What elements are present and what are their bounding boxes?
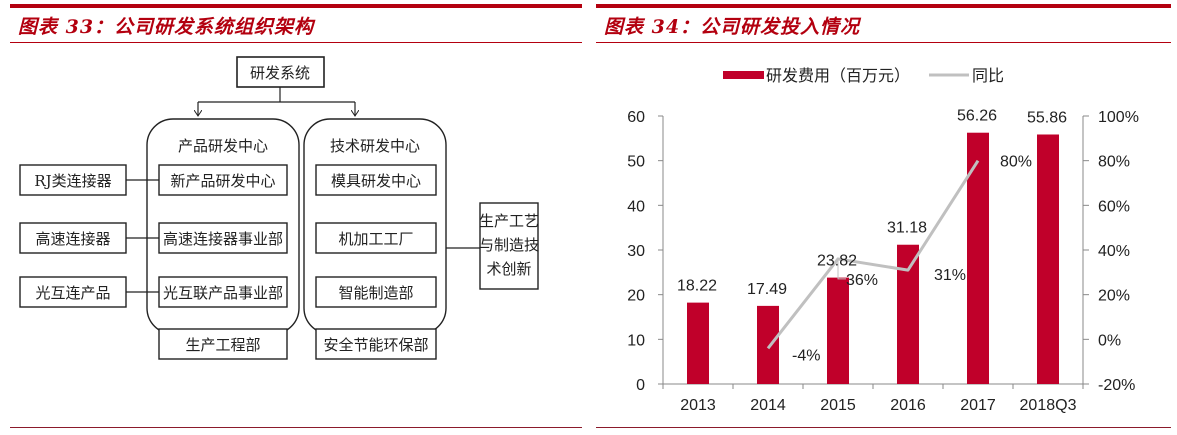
svg-text:高速连接器事业部: 高速连接器事业部 [163, 230, 283, 248]
bar [897, 244, 919, 384]
right-axis-tick-label: 0% [1098, 332, 1121, 349]
legend-bar-label: 研发费用（百万元） [766, 67, 910, 85]
chart-axes: 0 10 20 30 40 50 60 -20% 0% 20% 40% 60% 80% 100% 2013 2… [627, 109, 1139, 414]
bar [827, 277, 849, 384]
svg-text:与制造技: 与制造技 [479, 236, 539, 254]
left-axis-tick-label: 20 [627, 288, 645, 305]
title-rule [596, 42, 1171, 43]
figure-33-title: 图表 33：公司研发系统组织架构 [18, 16, 315, 38]
bottom-rule [10, 427, 582, 428]
legend-line-label: 同比 [972, 67, 1004, 85]
x-axis-tick-label: 2018Q3 [1020, 397, 1077, 414]
chart-legend: 研发费用（百万元） 同比 [723, 67, 1004, 85]
bar [967, 132, 989, 384]
rd-spending-chart: 研发费用（百万元） 同比 0 10 20 30 40 50 60 -20% 0% 20% 40% 60… [627, 67, 1139, 414]
chart-data-labels: 18.22 17.49 23.82 31.18 56.26 55.86 -4% 36% 31% 8… [677, 108, 1067, 365]
svg-text:机加工工厂: 机加工工厂 [338, 230, 413, 248]
title-rule [10, 42, 582, 43]
org-root-node: 研发系统 [236, 56, 325, 88]
left-axis-tick-label: 40 [627, 198, 645, 215]
right-axis-tick-label: 20% [1098, 288, 1130, 305]
chart-bars [687, 132, 1059, 384]
right-axis-tick-label: 60% [1098, 198, 1130, 215]
x-axis-tick-label: 2016 [890, 397, 926, 414]
figure-34-title: 图表 34：公司研发投入情况 [604, 16, 861, 38]
svg-text:研发系统: 研发系统 [250, 64, 310, 82]
org-chart-panel: 图表 33：公司研发系统组织架构 研发系统 产品研发中心 新产品研发中心 高速连 [10, 0, 582, 435]
x-axis-tick-label: 2013 [680, 397, 716, 414]
svg-text:生产工艺: 生产工艺 [479, 212, 539, 230]
left-axis-tick-label: 0 [636, 377, 645, 394]
yoy-value-label: 36% [846, 272, 878, 289]
right-axis-tick-label: 80% [1098, 154, 1130, 171]
yoy-value-label: 31% [934, 267, 966, 284]
svg-text:光互连产品: 光互连产品 [35, 284, 110, 302]
svg-text:光互联产品事业部: 光互联产品事业部 [163, 284, 283, 302]
left-axis-tick-label: 10 [627, 332, 645, 349]
org-group-product-rd: 产品研发中心 新产品研发中心 高速连接器事业部 光互联产品事业部 生产工程部 [146, 118, 300, 360]
bar-value-label: 31.18 [887, 220, 927, 237]
svg-text:技术研发中心: 技术研发中心 [330, 137, 420, 155]
svg-text:新产品研发中心: 新产品研发中心 [170, 172, 275, 190]
org-chart: 研发系统 产品研发中心 新产品研发中心 高速连接器事业部 光互联产品事业部 生产… [19, 56, 539, 360]
bar [687, 302, 709, 384]
yoy-value-label: -4% [792, 347, 820, 364]
chart-yoy-line [766, 159, 980, 350]
legend-bar-swatch [723, 71, 764, 79]
svg-text:安全节能环保部: 安全节能环保部 [323, 336, 428, 354]
x-axis-tick-label: 2014 [750, 397, 786, 414]
right-axis-tick-label: 100% [1098, 109, 1139, 126]
org-group-tech-rd: 技术研发中心 模具研发中心 机加工工厂 智能制造部 安全节能环保部 [303, 118, 447, 360]
rd-spending-panel: 图表 34：公司研发投入情况 研发费用（百万元） 同比 0 10 20 30 40 50 6… [596, 0, 1171, 435]
org-product-lines: RJ类连接器 高速连接器 光互连产品 [19, 164, 159, 308]
bar-value-label: 56.26 [957, 108, 997, 125]
right-axis-tick-label: -20% [1098, 377, 1135, 394]
top-rule [10, 4, 582, 8]
left-axis-tick-label: 60 [627, 109, 645, 126]
bar-value-label: 17.49 [747, 281, 787, 298]
left-axis-tick-label: 50 [627, 154, 645, 171]
svg-text:模具研发中心: 模具研发中心 [331, 172, 421, 190]
left-axis-tick-label: 30 [627, 243, 645, 260]
bar [757, 305, 779, 384]
org-side-box-process-innovation: 生产工艺 与制造技 术创新 [446, 202, 539, 290]
x-axis-tick-label: 2015 [820, 397, 856, 414]
bottom-rule [596, 427, 1171, 428]
bar [1037, 134, 1059, 384]
svg-text:RJ类连接器: RJ类连接器 [34, 172, 111, 190]
org-connectors [198, 87, 355, 116]
svg-text:高速连接器: 高速连接器 [35, 230, 110, 248]
bar-value-label: 23.82 [817, 253, 857, 270]
yoy-value-label: 80% [1000, 154, 1032, 171]
top-rule [596, 4, 1171, 8]
svg-text:术创新: 术创新 [486, 260, 531, 278]
x-axis-tick-label: 2017 [960, 397, 996, 414]
svg-text:生产工程部: 生产工程部 [185, 336, 260, 354]
svg-text:智能制造部: 智能制造部 [338, 284, 413, 302]
svg-text:产品研发中心: 产品研发中心 [178, 137, 268, 155]
right-axis-tick-label: 40% [1098, 243, 1130, 260]
bar-value-label: 18.22 [677, 278, 717, 295]
bar-value-label: 55.86 [1027, 109, 1067, 126]
